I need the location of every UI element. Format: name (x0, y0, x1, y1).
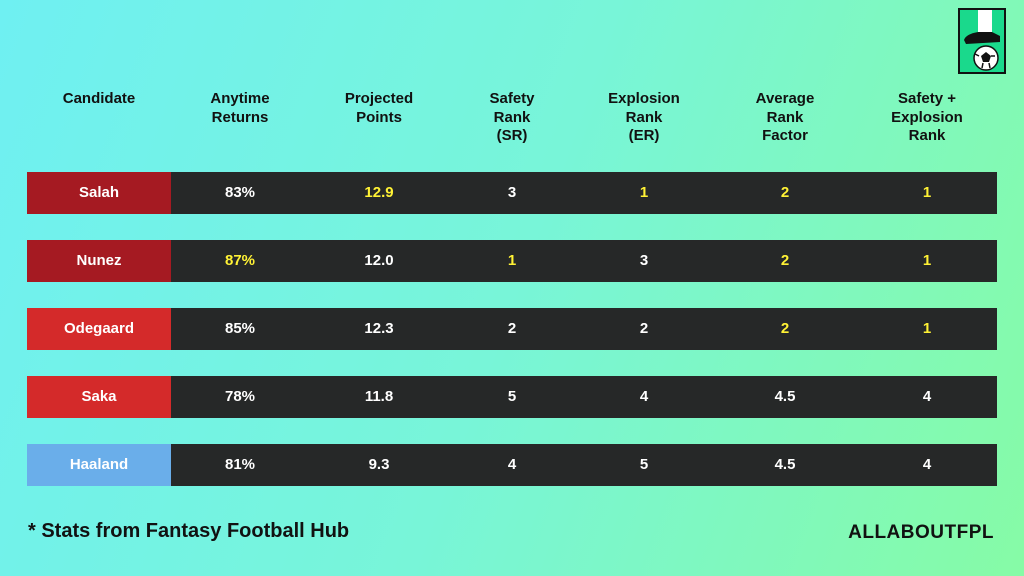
table-cell: 81% (224, 456, 256, 473)
candidate-name: Nunez (27, 240, 171, 282)
table-cell: 9.3 (368, 456, 390, 473)
table-row: Nunez 87% 12.0 1 3 2 1 (27, 240, 997, 282)
table-row: Haaland 81% 9.3 4 5 4.5 4 (27, 444, 997, 486)
table-cell: 4 (639, 388, 649, 405)
column-header: Anytime Returns (210, 90, 270, 126)
table-cell: 4 (922, 388, 932, 405)
column-header: Projected Points (344, 90, 414, 126)
table-cell: 1 (922, 320, 932, 337)
table-header: Candidate Anytime Returns Projected Points… (0, 90, 1024, 150)
table-cell: 2 (507, 320, 517, 337)
table-cell: 4.5 (774, 388, 796, 405)
table-cell: 2 (780, 252, 790, 269)
table-cell: 3 (639, 252, 649, 269)
table-cell: 3 (507, 184, 517, 201)
table-cell: 2 (639, 320, 649, 337)
column-header: Safety Rank (SR) (489, 90, 535, 144)
brand-wordmark: ALLABOUTFPL (848, 522, 994, 543)
table-cell: 12.3 (364, 320, 394, 337)
table-cell: 85% (224, 320, 256, 337)
table-cell: 12.9 (364, 184, 394, 201)
table-row: Salah 83% 12.9 3 1 2 1 (27, 172, 997, 214)
table-cell: 4.5 (774, 456, 796, 473)
table-cell: 11.8 (364, 388, 394, 405)
column-header: Explosion Rank (ER) (608, 90, 680, 144)
table-cell: 1 (922, 184, 932, 201)
table-cell: 87% (224, 252, 256, 269)
column-header: Average Rank Factor (755, 90, 815, 144)
table-cell: 78% (224, 388, 256, 405)
column-header: Candidate (62, 90, 136, 107)
footnote: * Stats from Fantasy Football Hub (28, 520, 350, 542)
table-cell: 1 (507, 252, 517, 269)
table-row: Odegaard 85% 12.3 2 2 2 1 (27, 308, 997, 350)
candidate-name: Odegaard (27, 308, 171, 350)
candidate-name: Haaland (27, 444, 171, 486)
table-cell: 2 (780, 184, 790, 201)
table-cell: 2 (780, 320, 790, 337)
table-cell: 5 (507, 388, 517, 405)
table-cell: 4 (922, 456, 932, 473)
table-cell: 5 (639, 456, 649, 473)
column-header: Safety + Explosion Rank (891, 90, 963, 144)
table-cell: 12.0 (364, 252, 394, 269)
football-boot-ball-icon (958, 8, 1006, 74)
table-row: Saka 78% 11.8 5 4 4.5 4 (27, 376, 997, 418)
table-cell: 1 (639, 184, 649, 201)
table-cell: 1 (922, 252, 932, 269)
table-cell: 4 (507, 456, 517, 473)
candidate-name: Saka (27, 376, 171, 418)
candidate-name: Salah (27, 172, 171, 214)
table-cell: 83% (224, 184, 256, 201)
